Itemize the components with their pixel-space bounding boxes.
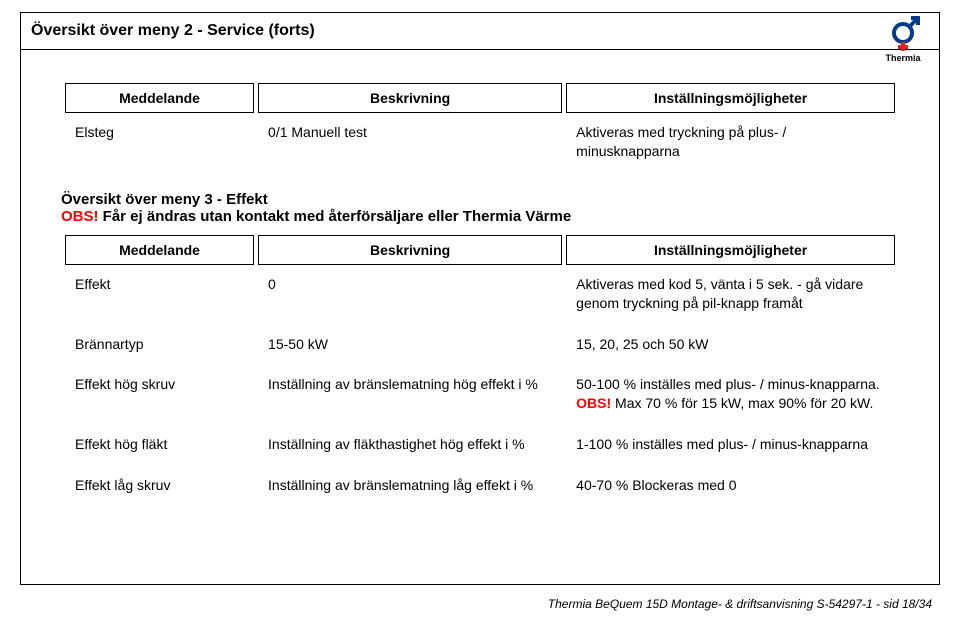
cell: Inställning av bränslematning hög effekt… [258,369,562,425]
cell: Brännartyp [65,329,254,366]
obs-label: OBS! [61,208,99,225]
th-beskrivning: Beskrivning [258,83,562,113]
page-footer: Thermia BeQuem 15D Montage- & driftsanvi… [548,597,932,611]
page-frame: Översikt över meny 2 - Service (forts) T… [20,12,940,585]
cell: 50-100 % inställes med plus- / minus-kna… [566,369,895,425]
cell: 0/1 Manuell test [258,117,562,173]
table-row: Effekt hög fläkt Inställning av fläkthas… [65,429,895,466]
th-meddelande: Meddelande [65,83,254,113]
table-header-row: Meddelande Beskrivning Inställningsmöjli… [65,83,895,113]
table-header-row: Meddelande Beskrivning Inställningsmöjli… [65,235,895,265]
cell: 15-50 kW [258,329,562,366]
brand-name: Thermia [885,53,920,63]
table-row: Effekt hög skruv Inställning av bränslem… [65,369,895,425]
mars-venus-icon [883,15,923,55]
cell: Aktiveras med kod 5, vänta i 5 sek. - gå… [566,269,895,325]
brand-logo: Thermia [877,15,929,67]
cell: Effekt hög fläkt [65,429,254,466]
cell-text-a: 50-100 % inställes med plus- / minus-kna… [576,376,880,392]
page-title: Översikt över meny 2 - Service (forts) [31,22,315,40]
th-installning: Inställningsmöjligheter [566,235,895,265]
cell: Inställning av fläkthastighet hög effekt… [258,429,562,466]
content-area: Meddelande Beskrivning Inställningsmöjli… [61,73,899,511]
table-service: Meddelande Beskrivning Inställningsmöjli… [61,79,899,177]
header-bar: Översikt över meny 2 - Service (forts) [20,12,940,50]
th-installning: Inställningsmöjligheter [566,83,895,113]
table-row: Brännartyp 15-50 kW 15, 20, 25 och 50 kW [65,329,895,366]
th-meddelande: Meddelande [65,235,254,265]
section-subtitle: Översikt över meny 3 - Effekt [61,191,899,208]
cell: 1-100 % inställes med plus- / minus-knap… [566,429,895,466]
table-row: Effekt låg skruv Inställning av bränslem… [65,470,895,507]
table-row: Effekt 0 Aktiveras med kod 5, vänta i 5 … [65,269,895,325]
cell: 40-70 % Blockeras med 0 [566,470,895,507]
cell: Effekt hög skruv [65,369,254,425]
cell: Elsteg [65,117,254,173]
cell: 15, 20, 25 och 50 kW [566,329,895,366]
cell: Effekt låg skruv [65,470,254,507]
cell: 0 [258,269,562,325]
section-warning: OBS! Får ej ändras utan kontakt med åter… [61,208,899,225]
warn-text: Får ej ändras utan kontakt med återförsä… [99,208,572,225]
obs-inline: OBS! [576,395,611,411]
cell: Aktiveras med tryckning på plus- / minus… [566,117,895,173]
cell: Inställning av bränslematning låg effekt… [258,470,562,507]
table-effekt: Meddelande Beskrivning Inställningsmöjli… [61,231,899,511]
cell-text-b: Max 70 % för 15 kW, max 90% för 20 kW. [611,395,873,411]
th-beskrivning: Beskrivning [258,235,562,265]
cell: Effekt [65,269,254,325]
table-row: Elsteg 0/1 Manuell test Aktiveras med tr… [65,117,895,173]
